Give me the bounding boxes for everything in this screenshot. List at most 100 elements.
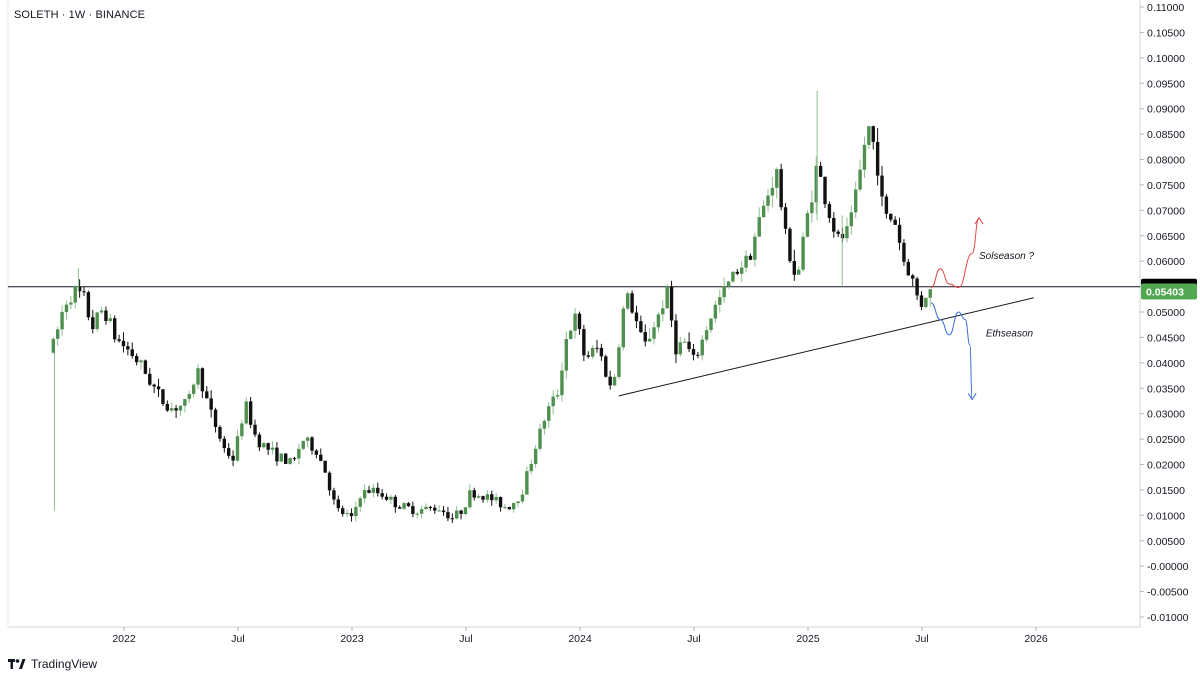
candle-body <box>174 408 178 411</box>
trendline <box>618 297 1034 397</box>
candle-body <box>165 403 170 411</box>
candle-body <box>134 356 139 363</box>
symbol-title[interactable]: SOLETH · 1W · BINANCE <box>14 9 146 21</box>
candle-body <box>424 506 428 510</box>
candle-body <box>775 169 779 188</box>
candle-body <box>560 370 564 396</box>
candle-body <box>599 347 604 357</box>
candle-body <box>481 496 485 500</box>
candle-body <box>156 386 161 390</box>
candle-body <box>612 376 617 386</box>
candle-body <box>783 207 788 229</box>
candle-body <box>455 510 459 519</box>
candle-body <box>582 329 586 356</box>
candle-body <box>542 420 547 429</box>
candle-body <box>82 291 86 293</box>
y-tick-label: 0.06000 <box>1147 256 1185 268</box>
candle-body <box>183 399 187 406</box>
candle-body <box>275 447 279 462</box>
candle-body <box>713 304 718 319</box>
candle-body <box>604 356 608 377</box>
candle-body <box>779 169 783 208</box>
candle-body <box>766 195 770 206</box>
candle-body <box>402 503 406 509</box>
price-label-bg <box>1141 283 1197 300</box>
candle-body <box>665 286 669 309</box>
candle-body <box>634 312 639 322</box>
projection-path-down <box>930 302 973 400</box>
price-label: 0.05403 <box>1146 287 1184 299</box>
candle-body <box>770 187 775 196</box>
candle-body <box>726 281 731 287</box>
candle-body <box>446 512 450 519</box>
candle-body <box>512 503 516 510</box>
candle-body <box>472 490 476 498</box>
candle-body <box>108 318 113 321</box>
x-tick-label: 2024 <box>568 633 592 645</box>
candle-body <box>354 506 358 517</box>
candle-body <box>187 393 191 400</box>
candle-body <box>279 453 284 462</box>
candle-body <box>906 261 911 276</box>
candle-body <box>222 438 227 449</box>
candle-body <box>919 295 924 307</box>
candle-body <box>384 496 389 500</box>
candle-body <box>845 226 849 239</box>
candle-body <box>590 347 595 357</box>
candle-body <box>832 217 836 232</box>
candle-body <box>393 496 398 508</box>
candle-body <box>485 494 490 500</box>
candle-body <box>415 513 419 515</box>
y-tick-label: 0.03000 <box>1147 409 1185 421</box>
candle-body <box>323 460 327 473</box>
candle-body <box>814 165 818 203</box>
candle-body <box>696 354 700 356</box>
candle-body <box>639 321 643 333</box>
candle-body <box>722 286 726 298</box>
candle-body <box>928 289 932 298</box>
candle-body <box>178 405 183 411</box>
candle-body <box>525 471 529 495</box>
candle-body <box>305 437 310 441</box>
y-tick-label: 0.09000 <box>1147 104 1185 116</box>
x-tick-label: 2026 <box>1024 633 1048 645</box>
y-tick-label: 0.07500 <box>1147 180 1185 192</box>
candle-body <box>69 302 73 305</box>
candle-body <box>564 339 569 371</box>
candle-body <box>227 448 231 456</box>
candle-body <box>626 293 630 309</box>
y-tick-label: 0.08500 <box>1147 129 1185 141</box>
y-tick-label: 0.09500 <box>1147 78 1185 90</box>
candle-body <box>849 212 854 227</box>
candle-body <box>476 496 481 498</box>
candle-body <box>700 339 704 356</box>
candle-body <box>332 490 336 500</box>
y-tick-label: 0.08000 <box>1147 155 1185 167</box>
candle-body <box>792 261 797 275</box>
x-tick-label: 2023 <box>340 633 364 645</box>
candle-body <box>740 267 744 274</box>
y-tick-label: 0.04000 <box>1147 358 1185 370</box>
candle-body <box>143 360 148 374</box>
candle-body <box>51 338 56 353</box>
x-tick-label: Jul <box>459 633 472 645</box>
candle-body <box>104 310 108 321</box>
candle-body <box>99 310 104 313</box>
candle-body <box>428 506 433 508</box>
candle-body <box>643 332 647 342</box>
candle-body <box>117 339 121 341</box>
candle-body <box>748 255 753 260</box>
candle-body <box>419 509 424 514</box>
candle-body <box>170 408 174 411</box>
candle-body <box>196 368 200 385</box>
axes-layer: 0.11000 0.10500 0.10000 0.09500 0.09000 0.085… <box>7 0 1189 645</box>
candle-body <box>529 463 533 472</box>
candle-body <box>757 217 761 237</box>
candle-body <box>551 396 555 407</box>
candle-body <box>411 506 415 514</box>
tradingview-logo[interactable]: TradingView <box>8 657 97 671</box>
candle-body <box>218 426 222 439</box>
candle-body <box>349 513 354 517</box>
